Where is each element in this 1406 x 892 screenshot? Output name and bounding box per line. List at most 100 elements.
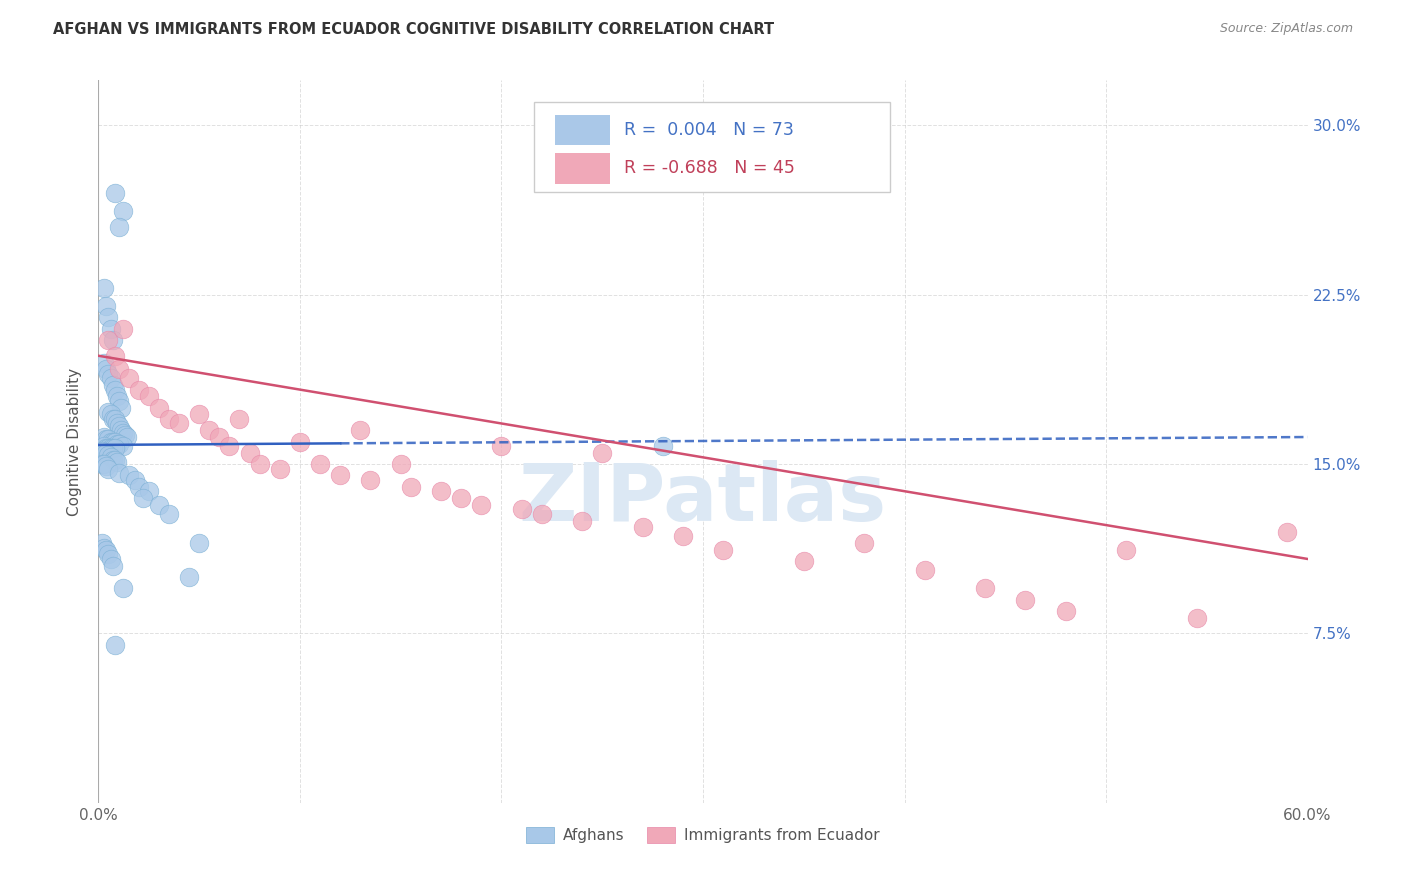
Point xyxy=(128,383,150,397)
Point xyxy=(530,507,553,521)
Point xyxy=(157,412,180,426)
Point xyxy=(101,452,124,467)
Point xyxy=(105,437,128,451)
Point xyxy=(1014,592,1036,607)
Legend: Afghans, Immigrants from Ecuador: Afghans, Immigrants from Ecuador xyxy=(520,822,886,849)
Point xyxy=(97,448,120,462)
Point xyxy=(96,442,118,456)
Point xyxy=(138,389,160,403)
Point xyxy=(853,536,876,550)
Point xyxy=(672,529,695,543)
Point xyxy=(107,418,129,433)
Point xyxy=(93,541,115,555)
Point xyxy=(360,473,382,487)
Point xyxy=(91,536,114,550)
Text: ZIPatlas: ZIPatlas xyxy=(519,460,887,539)
Point xyxy=(96,299,118,313)
Point xyxy=(114,427,136,442)
Point xyxy=(103,434,125,449)
Point xyxy=(349,423,371,437)
Point xyxy=(105,389,128,403)
Y-axis label: Cognitive Disability: Cognitive Disability xyxy=(67,368,83,516)
Point xyxy=(101,333,124,347)
Point xyxy=(93,430,115,444)
Point xyxy=(105,417,128,431)
Point xyxy=(100,321,122,335)
Text: R = -0.688   N = 45: R = -0.688 N = 45 xyxy=(624,160,796,178)
Point xyxy=(450,491,472,505)
Point xyxy=(91,457,114,471)
Text: R =  0.004   N = 73: R = 0.004 N = 73 xyxy=(624,121,794,139)
Point xyxy=(107,362,129,376)
Point xyxy=(249,457,271,471)
Point xyxy=(228,412,250,426)
Point xyxy=(103,442,125,456)
Point xyxy=(107,437,129,451)
Point xyxy=(105,455,128,469)
Point xyxy=(218,439,240,453)
Point xyxy=(103,349,125,363)
Point xyxy=(1277,524,1299,539)
Point xyxy=(198,423,221,437)
Point xyxy=(93,457,115,471)
FancyBboxPatch shape xyxy=(534,102,890,193)
Point xyxy=(470,498,492,512)
Point xyxy=(93,446,115,460)
Point xyxy=(97,432,120,446)
Point xyxy=(651,439,673,453)
Text: AFGHAN VS IMMIGRANTS FROM ECUADOR COGNITIVE DISABILITY CORRELATION CHART: AFGHAN VS IMMIGRANTS FROM ECUADOR COGNIT… xyxy=(53,22,775,37)
Point xyxy=(399,480,422,494)
Point xyxy=(309,457,332,471)
Point xyxy=(97,548,120,562)
Point xyxy=(97,310,120,325)
Point xyxy=(115,430,138,444)
Point xyxy=(103,638,125,652)
Point xyxy=(167,417,190,431)
Point xyxy=(100,450,122,465)
Point xyxy=(128,480,150,494)
Point xyxy=(430,484,453,499)
Point xyxy=(118,468,141,483)
Point xyxy=(96,362,118,376)
Point xyxy=(111,582,134,596)
Point xyxy=(188,536,211,550)
Point xyxy=(107,393,129,408)
Point xyxy=(100,552,122,566)
Point xyxy=(138,484,160,499)
Point xyxy=(148,498,170,512)
Point xyxy=(97,405,120,419)
Point xyxy=(103,412,125,426)
Point xyxy=(100,434,122,449)
Point xyxy=(1185,610,1208,624)
Point xyxy=(96,432,118,446)
Point xyxy=(571,514,593,528)
Point xyxy=(97,442,120,456)
Point xyxy=(110,423,132,437)
Point xyxy=(101,412,124,426)
Point xyxy=(631,520,654,534)
Point xyxy=(188,408,211,422)
Point xyxy=(118,371,141,385)
Point xyxy=(793,554,815,568)
Point xyxy=(100,371,122,385)
Point xyxy=(111,425,134,440)
Point xyxy=(103,383,125,397)
Point xyxy=(510,502,533,516)
Point xyxy=(96,446,118,460)
Point xyxy=(103,452,125,467)
Point xyxy=(101,378,124,392)
Point xyxy=(100,442,122,456)
Point xyxy=(389,457,412,471)
Point xyxy=(124,473,146,487)
Point xyxy=(101,442,124,456)
Point xyxy=(110,401,132,415)
Point xyxy=(97,367,120,381)
Point xyxy=(96,542,118,557)
Point xyxy=(107,220,129,235)
Point xyxy=(97,461,120,475)
Point xyxy=(103,186,125,201)
Point xyxy=(208,430,231,444)
Point xyxy=(91,443,114,458)
Point xyxy=(100,408,122,422)
Point xyxy=(239,446,262,460)
